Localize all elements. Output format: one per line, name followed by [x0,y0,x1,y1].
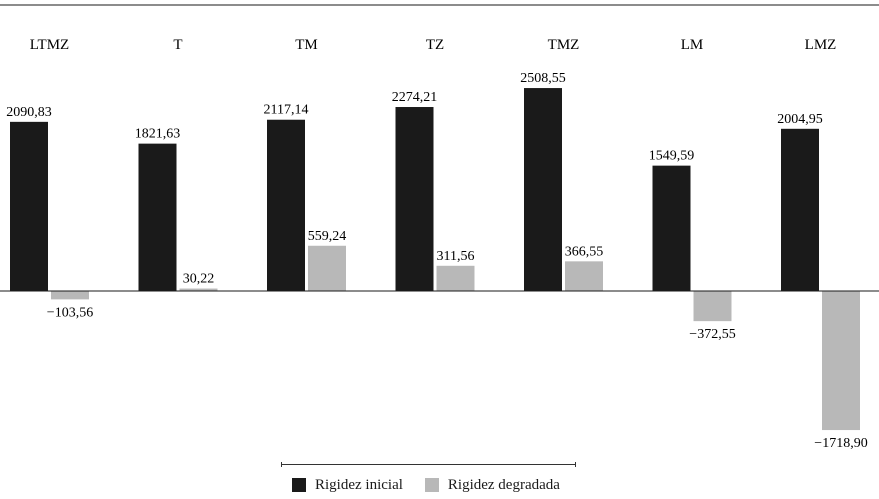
data-label: 30,22 [183,272,215,287]
legend-label-inicial: Rigidez inicial [315,476,403,493]
legend: Rigidez inicial Rigidez degradada [292,474,582,496]
bar-rigidez-inicial [524,88,562,291]
data-label: 2508,55 [520,71,566,86]
bar-rigidez-inicial [395,107,434,291]
bar-rigidez-inicial [781,128,819,291]
data-label: 2117,14 [264,103,309,118]
bar-rigidez-inicial [10,121,48,291]
category-label: LTMZ [30,37,69,53]
data-label: −372,55 [689,327,735,342]
data-label: 559,24 [308,229,347,244]
bar-rigidez-degradada [565,261,603,291]
legend-item-degradada: Rigidez degradada [424,476,560,494]
data-label: 366,55 [565,244,604,259]
bar-rigidez-inicial [652,165,691,291]
data-label: 311,56 [437,249,475,264]
data-label: −103,56 [47,305,93,320]
category-label: LM [681,37,704,53]
category-label: TMZ [548,37,580,53]
data-label: 1821,63 [135,127,181,142]
legend-swatch-degradada [424,478,439,492]
data-label: −1718,90 [814,436,867,451]
data-label: 2004,95 [777,112,823,127]
data-label: 1549,59 [649,149,695,164]
data-label: 2090,83 [6,105,52,120]
category-label: T [173,37,182,53]
legend-item-inicial: Rigidez inicial [292,477,403,494]
bar-rigidez-degradada [693,291,732,322]
bar-rigidez-degradada [308,245,346,291]
data-label: 2274,21 [392,90,438,105]
bar-rigidez-degradada [179,288,218,291]
category-label: TZ [426,37,444,53]
legend-label-degradada: Rigidez degradada [447,476,560,493]
bar-rigidez-degradada [436,265,475,291]
legend-swatch-inicial [292,478,306,492]
bar-rigidez-degradada [51,291,89,300]
category-label: TM [295,37,318,53]
legend-bracket [281,462,576,467]
bar-rigidez-degradada [822,291,860,431]
bar-rigidez-inicial [138,143,177,291]
category-label: LMZ [805,37,837,53]
bar-rigidez-inicial [267,119,305,291]
